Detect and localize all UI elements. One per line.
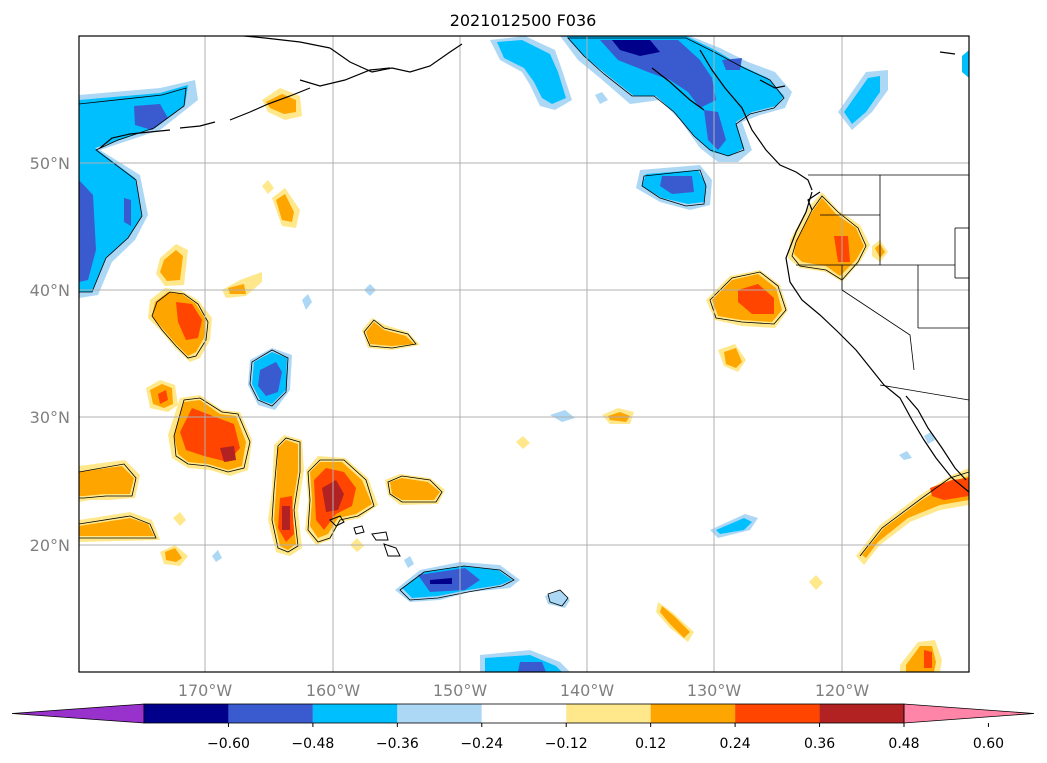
colorbar-tick-label: −0.48	[291, 736, 334, 752]
colorbar-tick-label: 0.60	[973, 736, 1004, 752]
colorbar-tick-label: −0.24	[460, 736, 503, 752]
colorbar-tick-label: 0.12	[635, 736, 666, 752]
colorbar-tick-label: 0.36	[804, 736, 835, 752]
negative-anomaly-areas	[79, 36, 969, 672]
hawaii-islands	[329, 515, 401, 557]
colorbar-segment	[312, 704, 398, 723]
map-content	[79, 36, 969, 672]
lon-tick-label: 170°W	[178, 681, 233, 700]
colorbar-tick-label: −0.60	[207, 736, 250, 752]
colorbar-segment	[819, 704, 904, 723]
lon-tick-label: 120°W	[815, 681, 870, 700]
colorbar-tick-label: 0.24	[720, 736, 751, 752]
colorbar-segment	[735, 704, 820, 723]
lon-tick-label: 150°W	[433, 681, 488, 700]
lat-tick-label: 30°N	[30, 408, 70, 427]
colorbar-tick-label: 0.48	[888, 736, 919, 752]
colorbar-extend-low	[11, 703, 145, 724]
lat-tick-label: 20°N	[30, 536, 70, 555]
coastlines	[99, 36, 969, 493]
map-title: 2021012500 F036	[450, 11, 597, 30]
positive-anomaly-areas	[79, 88, 969, 672]
contour-lines	[79, 37, 969, 607]
colorbar: −0.60 −0.48 −0.36 −0.24 −0.12 0.12 0.24 0.36 0.4…	[11, 703, 1035, 752]
map-frame	[78, 35, 970, 673]
colorbar-segment	[228, 704, 313, 723]
map-gridlines	[79, 36, 969, 672]
lat-tick-label: 50°N	[30, 154, 70, 173]
lat-tick-label: 40°N	[30, 281, 70, 300]
colorbar-segment	[481, 704, 567, 723]
colorbar-segment	[397, 704, 482, 723]
colorbar-tick-label: −0.36	[376, 736, 419, 752]
political-borders	[796, 174, 969, 401]
lon-tick-label: 160°W	[306, 681, 361, 700]
colorbar-segment	[566, 704, 651, 723]
colorbar-outline	[143, 703, 905, 724]
colorbar-extend-high	[903, 703, 1035, 724]
colorbar-tick-label: −0.12	[545, 736, 588, 752]
lon-tick-label: 130°W	[687, 681, 742, 700]
lon-tick-label: 140°W	[560, 681, 615, 700]
map-ocean-background	[79, 36, 969, 672]
colorbar-segment	[144, 704, 229, 723]
colorbar-segment	[650, 704, 736, 723]
